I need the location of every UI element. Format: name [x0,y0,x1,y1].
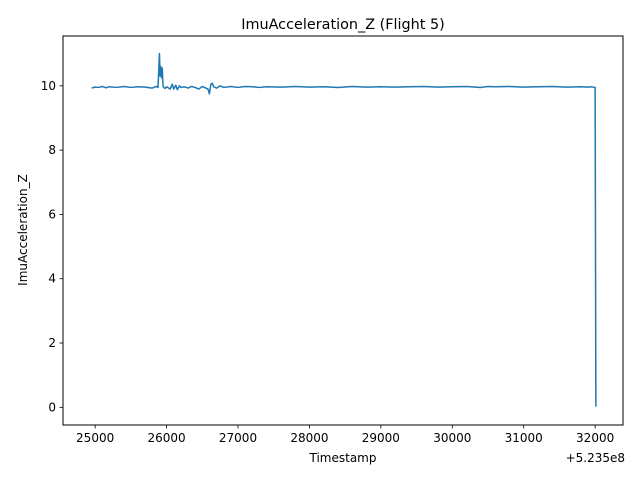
y-tick-label: 10 [41,79,56,93]
series-line [91,52,597,407]
y-tick-label: 8 [48,143,56,157]
chart-title: ImuAcceleration_Z (Flight 5) [241,17,445,33]
y-axis-label: ImuAcceleration_Z [16,174,30,286]
x-axis-label: Timestamp [309,451,377,465]
y-tick-label: 4 [48,272,56,286]
x-tick-label: 27000 [219,431,257,445]
x-tick-label: 30000 [433,431,471,445]
y-tick-label: 2 [48,336,56,350]
x-tick-label: 25000 [76,431,114,445]
y-axis-ticks: 0 2 4 6 8 10 [41,79,63,414]
x-tick-label: 26000 [147,431,185,445]
y-tick-label: 0 [48,400,56,414]
x-axis-offset-label: +5.235e8 [566,451,625,465]
plot-area [91,52,597,407]
x-axis-ticks: 25000 26000 27000 28000 29000 30000 31000 32000 [76,425,614,445]
x-tick-label: 32000 [576,431,614,445]
x-tick-label: 29000 [362,431,400,445]
x-tick-label: 28000 [290,431,328,445]
y-tick-label: 6 [48,207,56,221]
axes-frame [62,35,624,426]
x-tick-label: 31000 [505,431,543,445]
